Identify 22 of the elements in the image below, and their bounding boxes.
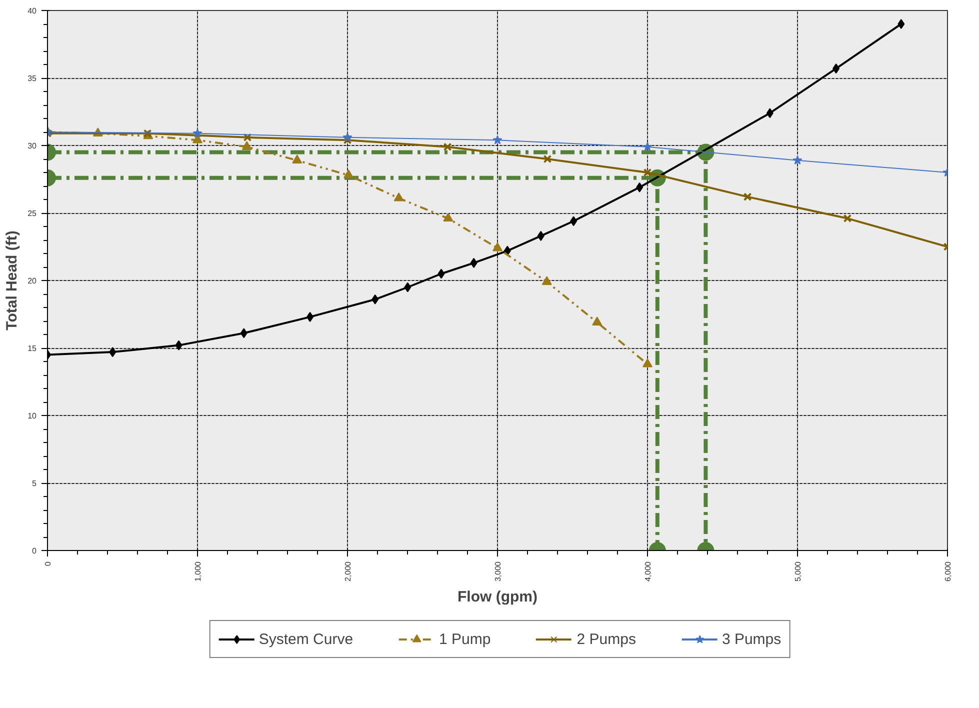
legend-label: 1 Pump	[439, 630, 491, 648]
y-axis-title: Total Head (ft)	[4, 230, 21, 330]
legend-label: 2 Pumps	[576, 630, 636, 648]
x-tick-label: 5,000	[794, 560, 802, 582]
x-tick-label: 1,000	[194, 560, 202, 582]
y-tick-label: 35	[28, 74, 38, 83]
x-tick-label: 0	[44, 560, 52, 566]
y-tick-label: 15	[28, 344, 38, 353]
x-tick-label: 6,000	[944, 560, 952, 582]
x-tick-label: 2,000	[344, 560, 352, 582]
y-tick-label: 20	[28, 276, 38, 286]
y-tick-label: 5	[32, 479, 38, 488]
y-tick-label: 10	[28, 412, 38, 420]
y-tick-label: 0	[32, 546, 38, 556]
y-tick-label: 30	[28, 142, 38, 150]
x-tick-label: 4,000	[644, 560, 652, 582]
legend-label: 3 Pumps	[722, 630, 782, 648]
legend-label: System Curve	[258, 630, 354, 648]
x-tick-label: 3,000	[494, 560, 502, 582]
y-tick-label: 40	[28, 6, 38, 16]
x-axis-title: Flow (gpm)	[458, 588, 538, 606]
y-tick-label: 25	[28, 209, 38, 218]
